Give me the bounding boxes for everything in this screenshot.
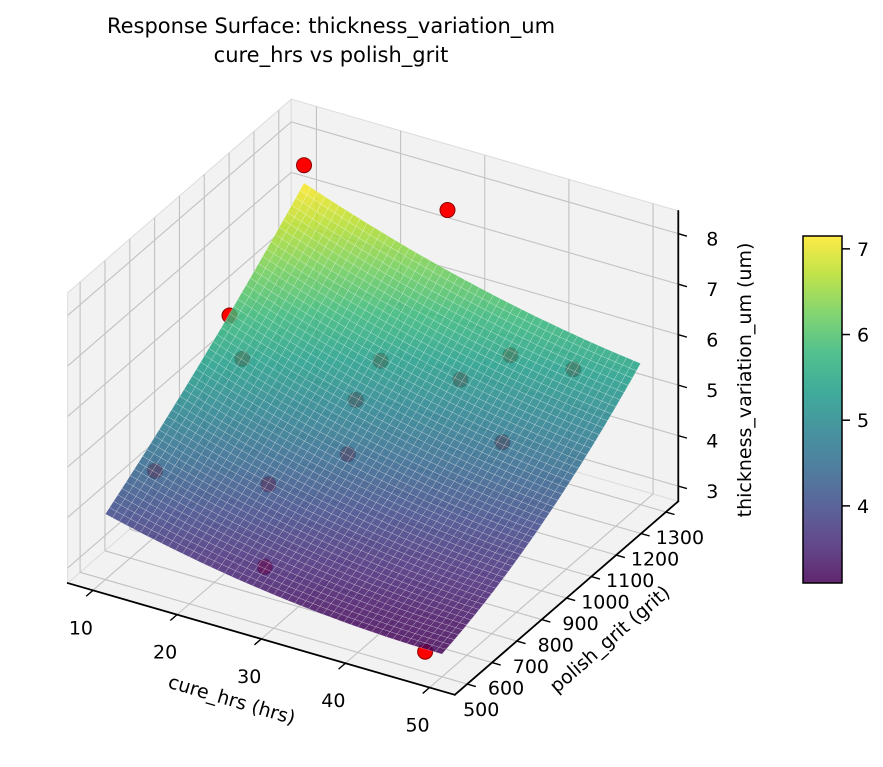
surface-quad [434, 647, 447, 655]
z-tick-label: 6 [706, 330, 718, 352]
y-tick [516, 640, 526, 645]
z-tick-label: 4 [706, 431, 718, 453]
surface-quad [575, 451, 588, 462]
x-tick-label: 20 [153, 642, 177, 664]
y-tick-label: 500 [463, 699, 499, 721]
grid-line [67, 121, 292, 316]
surface-quad [451, 627, 463, 636]
surface-quad [442, 637, 455, 645]
y-tick-label: 900 [562, 613, 598, 635]
y-tick-label: 1300 [656, 527, 704, 549]
surface-quad [513, 546, 525, 555]
grid-line [79, 571, 468, 685]
z-tick [678, 485, 688, 490]
colorbar-tick-label: 7 [857, 239, 869, 261]
y-tick [467, 683, 477, 688]
x-axis-label: cure_hrs (hrs) [166, 671, 298, 729]
surface-quad [542, 503, 554, 514]
y-tick [665, 511, 675, 516]
z-tick [678, 333, 688, 338]
y-tick-label: 1000 [581, 592, 629, 614]
surface-quad [438, 642, 451, 650]
plot-title-line2: cure_hrs vs polish_grit [214, 43, 449, 68]
surface-quad [591, 424, 604, 435]
colorbar-gradient [803, 236, 842, 583]
x-tick-label: 40 [321, 690, 345, 712]
colorbar-ticks: 4 5 6 7 [842, 239, 869, 518]
y-tick-label: 1200 [631, 549, 679, 571]
z-tick [678, 283, 688, 288]
x-tick [169, 614, 178, 622]
y-tick [541, 618, 551, 623]
colorbar-tick-label: 5 [857, 410, 869, 432]
x-tick-label: 10 [69, 617, 93, 639]
y-tick [491, 661, 501, 666]
z-tick-label: 8 [706, 229, 718, 251]
surface-quad [612, 389, 625, 401]
y-tick [640, 532, 650, 537]
z-tick-label: 5 [706, 380, 718, 402]
y-tick [591, 575, 601, 580]
surface-quad [620, 374, 633, 386]
colorbar-frame [802, 235, 843, 584]
surface-quad [563, 471, 575, 482]
x-tick [338, 662, 346, 670]
scatter-points [296, 157, 456, 219]
surface-quad [517, 540, 530, 550]
z-tick-label: 3 [706, 481, 718, 503]
colorbar: 4 5 6 7 [802, 235, 869, 584]
surface-mesh [105, 182, 641, 655]
colorbar-tick-label: 4 [857, 496, 869, 518]
data-point [439, 202, 456, 219]
y-tick-label: 600 [488, 678, 524, 700]
surface-quad [629, 360, 641, 371]
y-tick [616, 554, 626, 559]
surface-quad [616, 382, 629, 393]
y-tick-label: 800 [538, 635, 574, 657]
x-tick [85, 589, 94, 597]
y-tick-label: 1100 [606, 570, 654, 592]
surface-quad [596, 417, 608, 429]
surface-quad [625, 367, 637, 379]
z-tick [678, 232, 688, 237]
x-tick-label: 30 [237, 666, 261, 688]
plot-title-line1: Response Surface: thickness_variation_um [107, 14, 555, 39]
grid-line [67, 222, 292, 417]
x-tick [253, 638, 262, 646]
surface-quad [587, 431, 600, 442]
z-tick [678, 384, 688, 389]
surface-quad [538, 509, 550, 520]
grid-line [291, 121, 679, 235]
z-axis-label: thickness_variation_um (um) [734, 243, 756, 518]
z-tick [678, 434, 688, 439]
colorbar-tick-label: 6 [857, 325, 869, 347]
surface-quad [608, 396, 621, 408]
surface-quad [567, 465, 579, 476]
data-point [296, 157, 313, 174]
grid-line [291, 171, 679, 285]
x-tick-label: 50 [405, 715, 429, 737]
y-tick-label: 700 [513, 656, 549, 678]
x-tick [422, 686, 431, 694]
y-tick [566, 597, 576, 602]
grid-line [67, 171, 292, 367]
axis-ticks-and-labels: 10 20 30 40 50 500600700800900100011001200130… [69, 229, 719, 737]
z-tick-label: 7 [706, 279, 718, 301]
